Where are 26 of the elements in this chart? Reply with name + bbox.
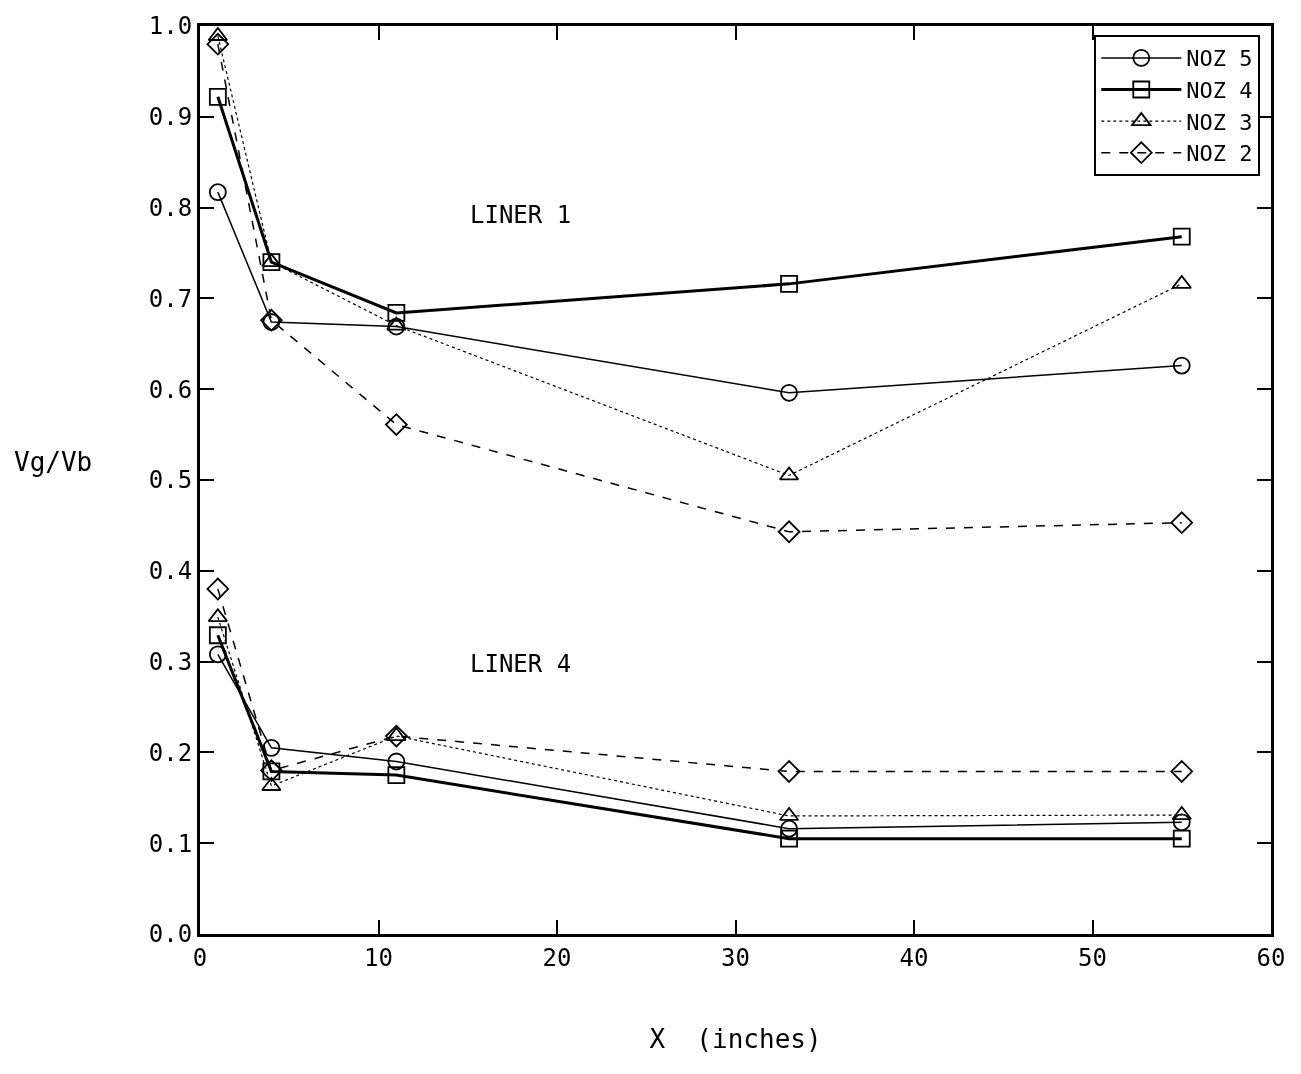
y-tick-label: 0.1	[148, 829, 193, 858]
annotation: LINER 4	[470, 650, 572, 678]
y-tick-label: 0.8	[148, 194, 193, 222]
y-tick-label: 0.0	[148, 920, 193, 949]
y-tick-label: 0.3	[148, 648, 193, 676]
x-tick-label: 10	[364, 943, 393, 972]
x-axis-title: X (inches)	[649, 1024, 822, 1055]
x-tick-label: 30	[721, 943, 750, 972]
x-tick-label: 40	[899, 943, 929, 972]
y-tick-label: 0.5	[148, 466, 193, 495]
y-axis-title: Vg/Vb	[14, 447, 93, 477]
y-tick-label: 0.4	[148, 557, 193, 586]
y-tick-label: 1.0	[148, 12, 193, 41]
legend-label: NOZ 3	[1186, 109, 1253, 135]
y-tick-label: 0.2	[148, 738, 193, 767]
legend-label: NOZ 5	[1186, 46, 1253, 72]
x-tick-label: 50	[1078, 943, 1107, 972]
y-tick-label: 0.6	[148, 375, 193, 404]
x-tick-label: 60	[1256, 943, 1286, 972]
x-tick-label: 20	[542, 943, 572, 972]
y-tick-label: 0.9	[148, 103, 193, 132]
x-tick-label: 0	[192, 943, 208, 972]
legend-label: NOZ 4	[1186, 78, 1253, 104]
annotation: LINER 1	[470, 201, 572, 229]
legend-label: NOZ 2	[1186, 141, 1253, 167]
y-tick-label: 0.7	[148, 284, 193, 313]
